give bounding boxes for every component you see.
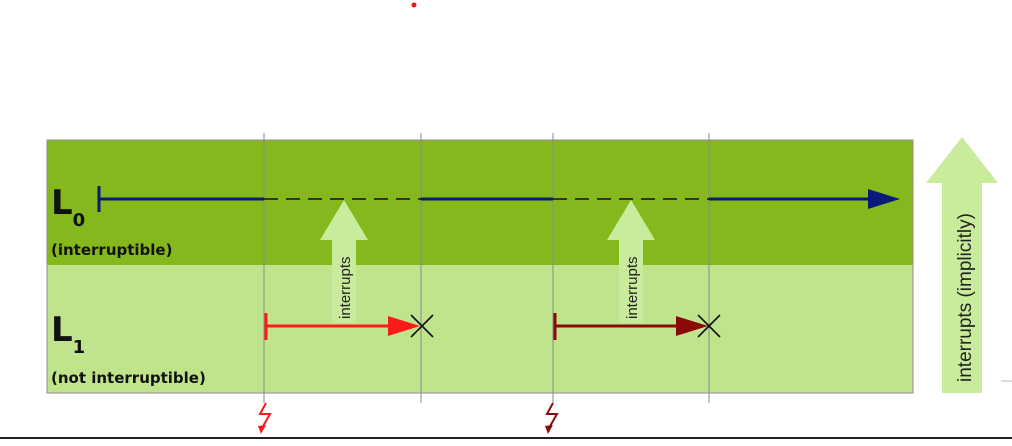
level1-handler-1	[264, 313, 420, 340]
interrupt-label-2: interrupts	[624, 256, 641, 319]
interrupt-arrow-1	[320, 200, 368, 323]
interrupt-label-1: interrupts	[337, 256, 354, 319]
interrupt-arrow-2	[607, 200, 655, 323]
level1-subscript: 1	[72, 337, 86, 358]
level1-handler-2	[553, 313, 708, 340]
priority-arrow	[926, 137, 998, 393]
level1-label: L1	[51, 313, 85, 358]
cross-icon	[410, 314, 434, 338]
lightning-icon	[545, 402, 559, 434]
guide-lines	[263, 133, 710, 403]
priority-arrow-label: interrupts (implicitly)	[955, 213, 976, 382]
level1-band	[47, 265, 913, 393]
level0-task	[97, 186, 900, 212]
band-border	[46, 139, 914, 394]
task-arrowhead	[868, 189, 900, 209]
level0-letter: L	[51, 183, 73, 223]
lightning-icon	[258, 402, 272, 434]
level0-band	[47, 140, 913, 265]
level1-note: (not interruptible)	[51, 369, 206, 387]
level0-note: (interruptible)	[51, 241, 173, 259]
cross-icon	[697, 314, 721, 338]
level1-letter: L	[51, 310, 73, 350]
marker-dot	[411, 2, 417, 8]
level0-subscript: 0	[72, 210, 86, 231]
level0-label: L0	[51, 186, 85, 231]
